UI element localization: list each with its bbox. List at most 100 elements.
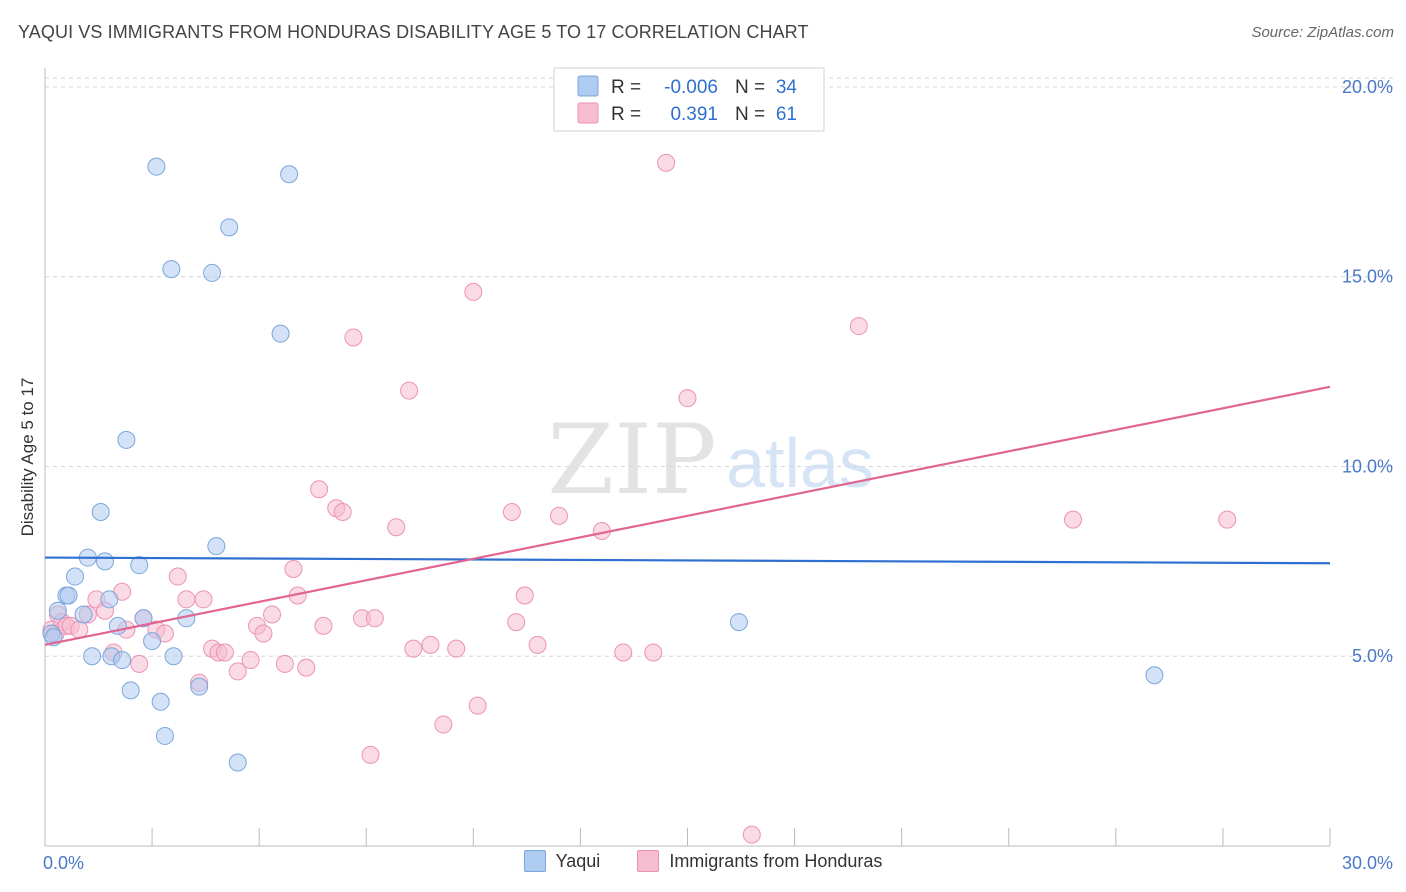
legend-item-yaqui: Yaqui <box>523 850 601 872</box>
y-tick-label: 10.0% <box>1342 456 1393 476</box>
legend-n-label-yaqui: N = <box>735 77 765 98</box>
yaqui-point <box>130 556 149 575</box>
honduras-point <box>215 643 234 662</box>
x-tick-label-min: 0.0% <box>43 853 84 873</box>
honduras-point <box>284 559 303 578</box>
yaqui-point <box>134 609 153 628</box>
watermark-zip: ZIP <box>547 404 716 516</box>
honduras-point <box>297 658 316 677</box>
y-tick-labels: 5.0% 10.0% 15.0% 20.0% <box>1342 77 1393 666</box>
honduras-point <box>70 620 89 639</box>
honduras-point <box>550 506 568 525</box>
yaqui-point <box>280 165 299 184</box>
yaqui-point <box>121 681 140 700</box>
yaqui-point <box>162 260 181 279</box>
chart-title: YAQUI VS IMMIGRANTS FROM HONDURAS DISABI… <box>18 22 809 42</box>
yaqui-point <box>1145 666 1164 685</box>
legend-box <box>553 67 825 132</box>
honduras-point <box>507 613 526 632</box>
yaqui-point <box>729 613 748 632</box>
honduras-point <box>130 654 149 673</box>
legend-r-label-yaqui: R = <box>611 77 641 98</box>
honduras-point <box>241 651 260 670</box>
yaqui-point <box>143 632 162 651</box>
yaqui-point <box>48 601 67 620</box>
yaqui-point <box>95 552 114 571</box>
x-tick-label-max: 30.0% <box>1342 853 1393 873</box>
yaqui-point <box>91 503 110 522</box>
legend-r-label-honduras: R = <box>611 104 641 125</box>
honduras-point <box>657 153 676 172</box>
honduras-point <box>404 639 423 658</box>
yaqui-point <box>220 218 239 237</box>
yaqui-point <box>83 647 102 666</box>
y-tick-label: 15.0% <box>1342 267 1393 287</box>
yaqui-points <box>42 157 1164 772</box>
yaqui-point <box>271 324 290 343</box>
honduras-point <box>464 282 483 301</box>
yaqui-point <box>65 567 84 586</box>
yaqui-point <box>203 263 222 282</box>
legend-r-value-honduras: 0.391 <box>670 104 718 125</box>
honduras-point <box>468 696 487 715</box>
honduras-point <box>447 639 466 658</box>
yaqui-point <box>100 590 119 609</box>
correlation-legend: R = -0.006 N = 34 R = 0.391 N = 61 <box>553 67 825 132</box>
legend-n-value-honduras: 61 <box>776 104 797 125</box>
x-tick-layer <box>44 828 1331 846</box>
grid-layer <box>45 77 1393 657</box>
honduras-point <box>228 662 247 681</box>
yaqui-point <box>59 586 78 605</box>
yaqui-point <box>164 647 183 666</box>
honduras-points <box>42 153 1237 844</box>
honduras-trend-line <box>44 385 1331 646</box>
honduras-point <box>421 635 440 654</box>
honduras-point <box>310 480 329 499</box>
legend-label-yaqui: Yaqui <box>555 850 601 871</box>
honduras-point <box>333 503 352 522</box>
watermark-atlas: atlas <box>726 424 874 502</box>
yaqui-point <box>117 430 136 449</box>
y-tick-label: 5.0% <box>1352 646 1393 666</box>
honduras-point <box>849 317 868 336</box>
honduras-point <box>177 590 196 609</box>
honduras-point <box>254 624 273 643</box>
honduras-point <box>644 643 663 662</box>
legend-swatch-honduras-bottom <box>637 850 660 872</box>
legend-label-honduras: Immigrants from Honduras <box>669 850 883 871</box>
yaqui-point <box>74 605 93 624</box>
yaqui-trend-line <box>44 556 1331 565</box>
legend-swatch-honduras <box>577 102 599 124</box>
honduras-point <box>263 605 282 624</box>
honduras-point <box>275 654 294 673</box>
honduras-point <box>528 635 547 654</box>
honduras-point <box>502 503 521 522</box>
y-axis-label: Disability Age 5 to 17 <box>18 378 37 537</box>
yaqui-point <box>207 537 226 556</box>
honduras-point <box>678 389 697 408</box>
honduras-point <box>194 590 213 609</box>
honduras-point <box>515 586 534 605</box>
series-legend: Yaqui Immigrants from Honduras <box>0 850 1406 877</box>
yaqui-point <box>113 651 132 670</box>
legend-n-value-yaqui: 34 <box>776 77 798 98</box>
honduras-point <box>400 381 419 400</box>
y-tick-label: 20.0% <box>1342 77 1393 97</box>
honduras-point <box>365 609 384 628</box>
honduras-point <box>434 715 453 734</box>
yaqui-point <box>190 677 209 696</box>
legend-swatch-yaqui-bottom <box>523 850 546 872</box>
honduras-point <box>387 518 406 537</box>
legend-r-value-yaqui: -0.006 <box>664 77 718 98</box>
honduras-point <box>361 745 380 764</box>
yaqui-point <box>228 753 247 772</box>
legend-n-label-honduras: N = <box>735 104 765 125</box>
trend-lines <box>44 385 1331 646</box>
source-label: Source: ZipAtlas.com <box>1251 24 1394 41</box>
honduras-point <box>1218 510 1237 529</box>
honduras-point <box>344 328 363 347</box>
legend-item-honduras: Immigrants from Honduras <box>637 850 882 872</box>
yaqui-point <box>155 726 174 745</box>
honduras-point <box>168 567 187 586</box>
